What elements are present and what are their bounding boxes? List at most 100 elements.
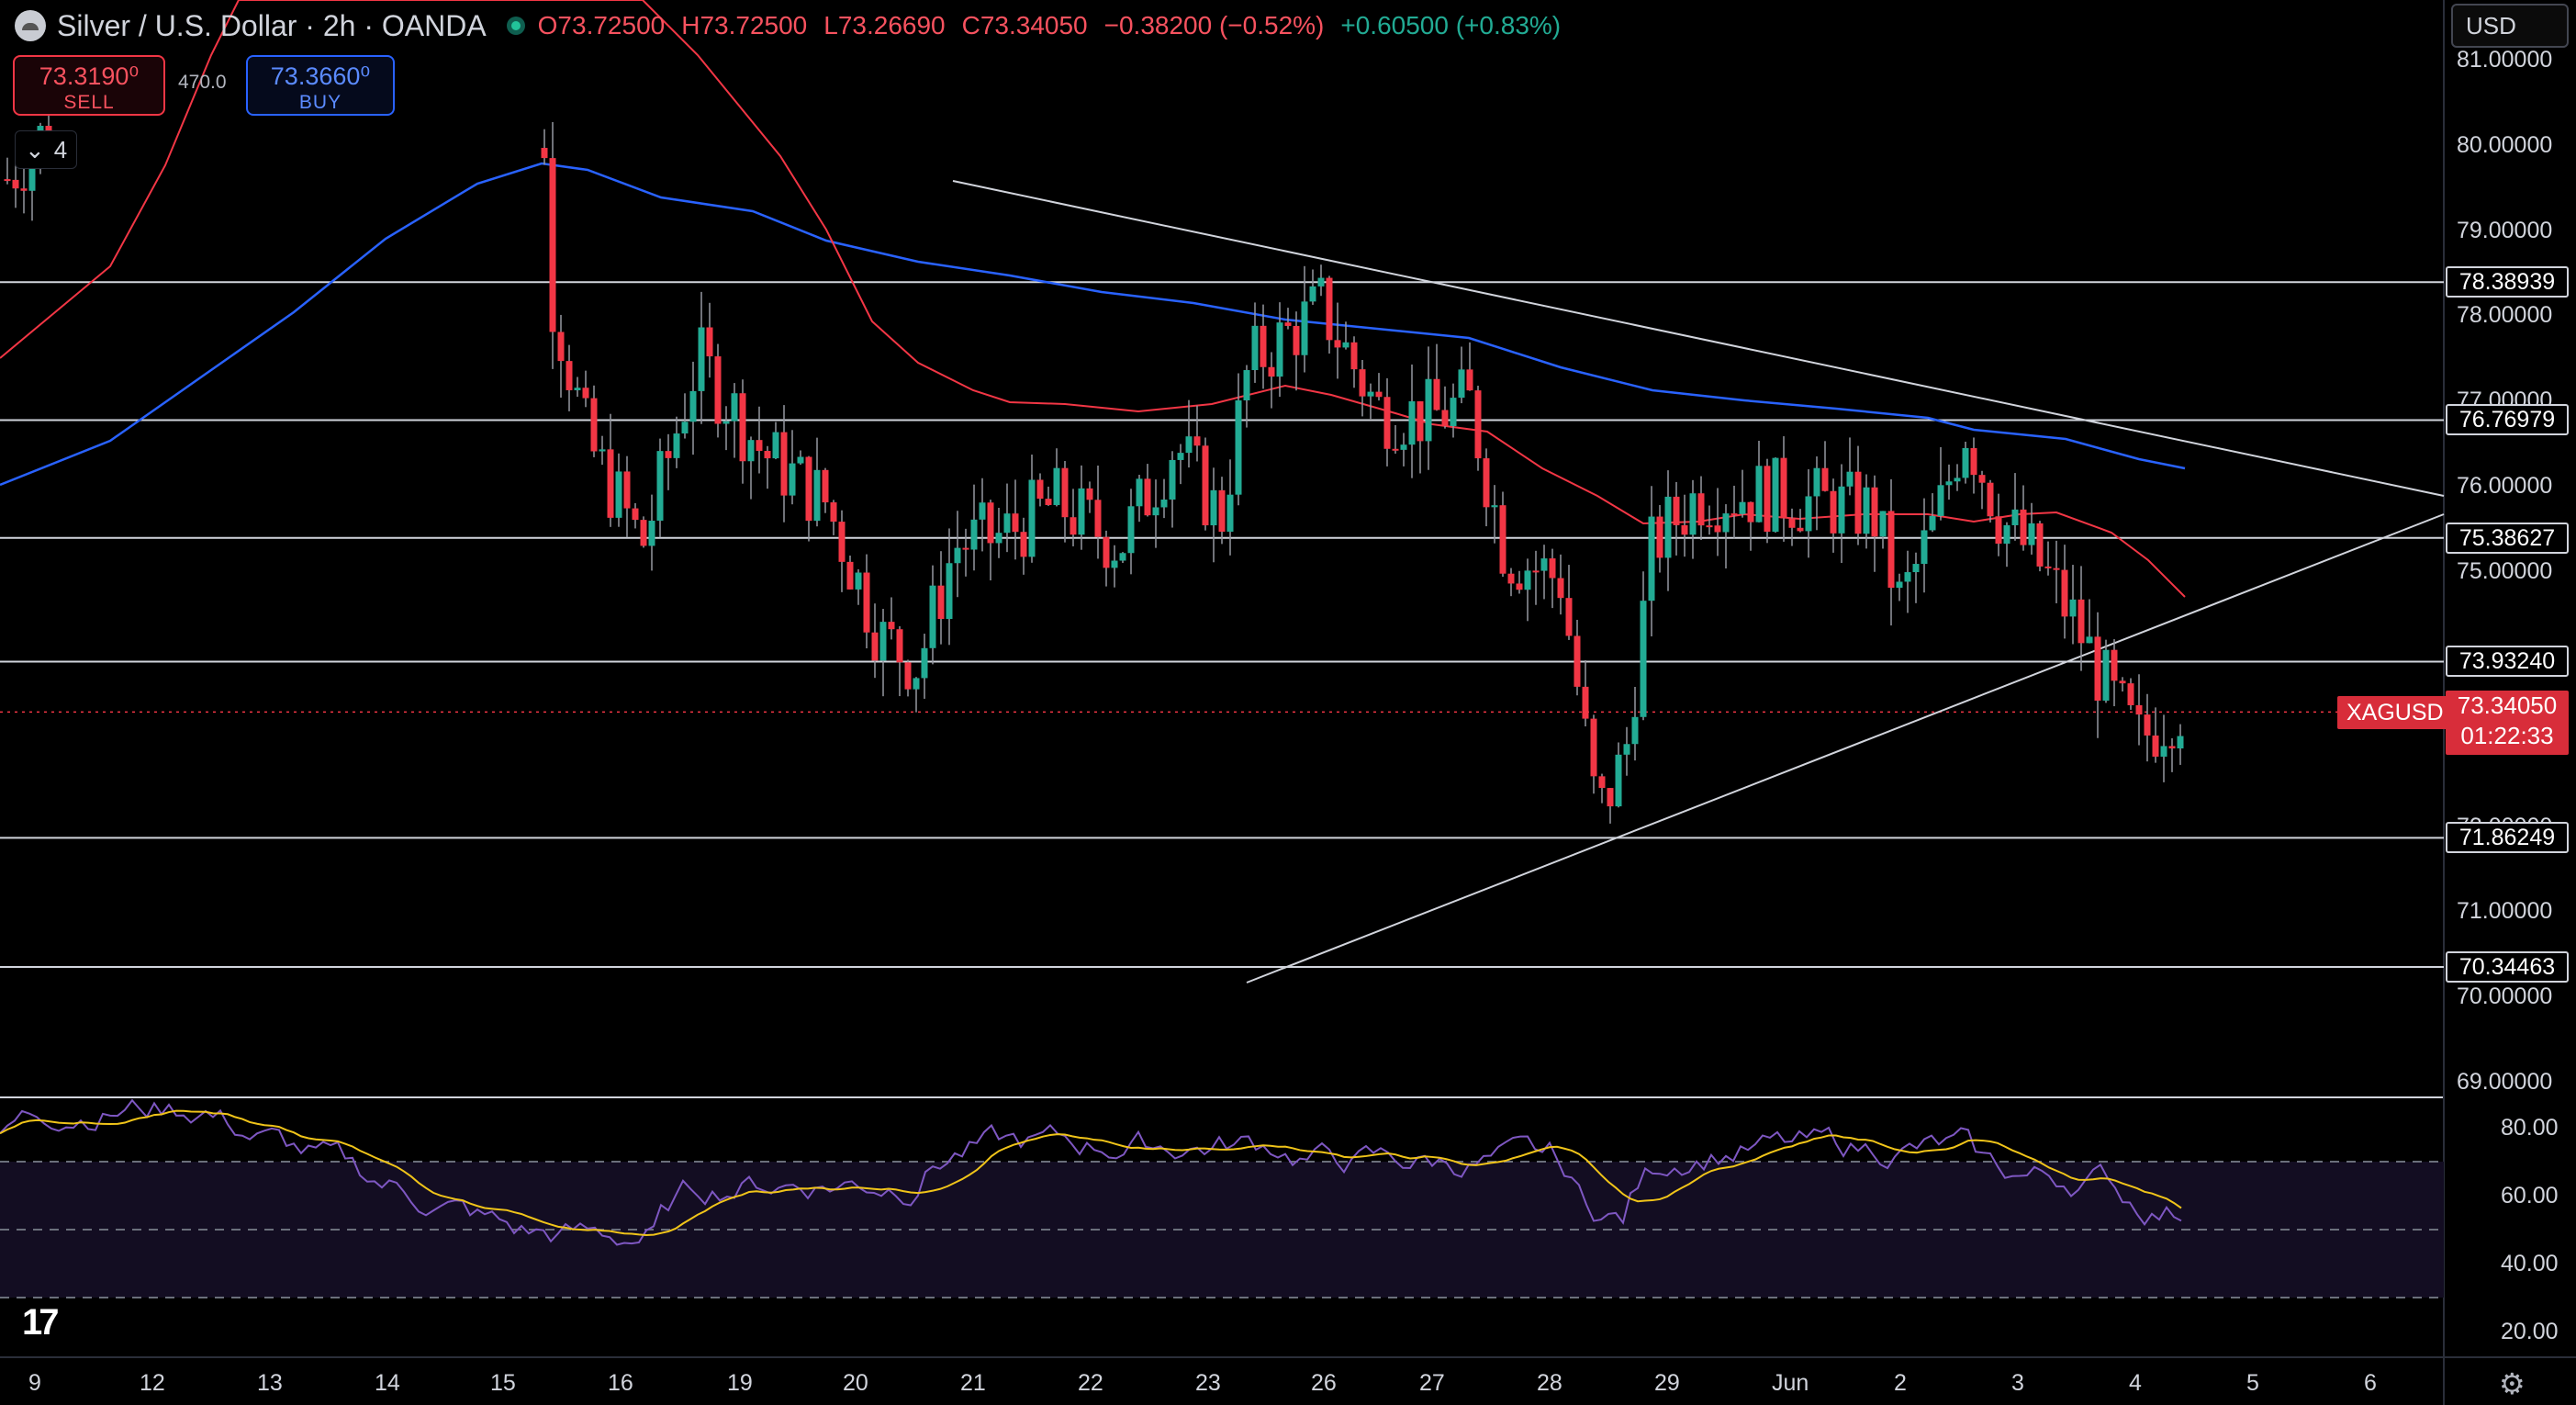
symbol-title[interactable]: Silver / U.S. Dollar · 2h · OANDA <box>57 8 487 42</box>
rsi-axis-label: 80.00 <box>2501 1115 2559 1141</box>
extended-change: +0.60500 (+0.83%) <box>1340 11 1562 39</box>
candle-down <box>846 561 854 590</box>
indicators-collapse-button[interactable]: ⌄ 4 <box>15 130 78 169</box>
bar-countdown: 01:22:33 <box>2460 722 2554 749</box>
buy-button[interactable]: 73.3660⁰ BUY <box>246 55 395 116</box>
time-axis-label: 4 <box>2129 1370 2142 1396</box>
candle-down <box>20 188 28 191</box>
candle-down <box>1871 487 1878 537</box>
candle-down <box>1483 458 1490 508</box>
candle-up <box>813 469 821 522</box>
candle-up <box>1276 322 1283 377</box>
price-axis-label: 78.00000 <box>2457 302 2553 329</box>
candle-up <box>1028 479 1036 557</box>
candle-up <box>1152 507 1159 516</box>
candle-down <box>780 432 788 496</box>
candle-down <box>1499 505 1506 574</box>
candle-down <box>1764 466 1771 533</box>
price-axis-label: 79.00000 <box>2457 217 2553 243</box>
candle-down <box>1070 517 1077 535</box>
currency-select[interactable]: USD <box>2451 4 2569 48</box>
candle-up <box>1127 506 1135 554</box>
time-axis-label: 6 <box>2364 1370 2377 1396</box>
ma-slow-line <box>0 162 2186 487</box>
candle-up <box>656 451 664 522</box>
level-price-tag: 76.76979 <box>2446 404 2569 436</box>
buy-price: 73.3660⁰ <box>270 62 371 90</box>
candle-down <box>2119 680 2126 684</box>
candle-down <box>2168 746 2176 749</box>
candle-up <box>731 393 738 422</box>
candle-up <box>1739 501 1746 514</box>
candle-down <box>1598 776 1606 789</box>
candle-down <box>1970 447 1977 476</box>
candle-down <box>4 179 11 182</box>
candle-down <box>962 547 969 550</box>
rsi-axis-label: 40.00 <box>2501 1251 2559 1276</box>
time-axis-label: 21 <box>960 1370 986 1396</box>
current-price: 73.34050 <box>2457 691 2558 719</box>
candle-up <box>1111 560 1118 568</box>
candle-down <box>1532 570 1540 573</box>
candle-up <box>1912 564 1920 573</box>
gear-icon[interactable]: ⚙ <box>2499 1367 2526 1400</box>
candle-up <box>797 456 804 464</box>
candle-up <box>747 440 755 462</box>
candle-up <box>1425 378 1432 442</box>
buy-label: BUY <box>298 92 342 113</box>
candle-down <box>2127 683 2134 705</box>
candle-down <box>1730 513 1738 516</box>
candle-up <box>995 533 1002 544</box>
candle-up <box>1119 553 1126 561</box>
candle-up <box>1863 487 1870 534</box>
candle-up <box>929 585 936 648</box>
trendline-lower <box>1246 513 2445 984</box>
candle-down <box>1978 475 1986 483</box>
time-axis-label: 27 <box>1419 1370 1445 1396</box>
candle-down <box>1788 518 1796 528</box>
candle-down <box>937 585 945 620</box>
candle-up <box>648 521 655 546</box>
candle-up <box>1813 467 1820 497</box>
sell-button[interactable]: 73.3190⁰ SELL <box>13 55 165 116</box>
candle-down <box>1293 325 1300 355</box>
candle-down <box>1392 448 1399 451</box>
indicator-count: 4 <box>53 135 68 163</box>
candle-up <box>946 563 953 620</box>
candle-down <box>1821 467 1829 491</box>
candle-down <box>607 449 614 518</box>
time-axis-label: 16 <box>608 1370 633 1396</box>
candle-down <box>1086 488 1093 500</box>
candle-up <box>1640 601 1647 717</box>
legend-bar: Silver / U.S. Dollar · 2h · OANDA O73.72… <box>0 0 1561 51</box>
candle-up <box>1722 513 1730 533</box>
candle-up <box>2177 736 2184 749</box>
candle-up <box>673 433 680 458</box>
candle-up <box>1342 342 1350 348</box>
candle-up <box>1136 478 1143 507</box>
candle-down <box>2053 568 2060 570</box>
candle-down <box>2135 704 2143 715</box>
candle-down <box>590 398 598 452</box>
rsi-axis-label: 60.00 <box>2501 1183 2559 1208</box>
current-price-tag: 73.34050 01:22:33 <box>2446 691 2569 755</box>
candle-down <box>1574 635 1581 687</box>
candle-down <box>1995 516 2002 545</box>
candle-up <box>1243 370 1250 400</box>
candle-down <box>1061 467 1069 518</box>
candle-down <box>904 662 912 690</box>
candle-up <box>979 502 986 520</box>
tradingview-logo[interactable]: 17 <box>22 1302 59 1343</box>
price-axis-label: 75.00000 <box>2457 557 2553 584</box>
candle-down <box>2020 509 2027 545</box>
time-axis-label: 2 <box>1894 1370 1907 1396</box>
candle-up <box>1177 453 1184 460</box>
candle-up <box>789 463 796 496</box>
candle-down <box>1607 788 1614 807</box>
candle-down <box>2036 523 2044 567</box>
price-axis-label: 80.00000 <box>2457 132 2553 158</box>
candle-down <box>1383 397 1391 449</box>
rsi-line <box>0 1098 2182 1246</box>
candle-down <box>2094 636 2101 701</box>
